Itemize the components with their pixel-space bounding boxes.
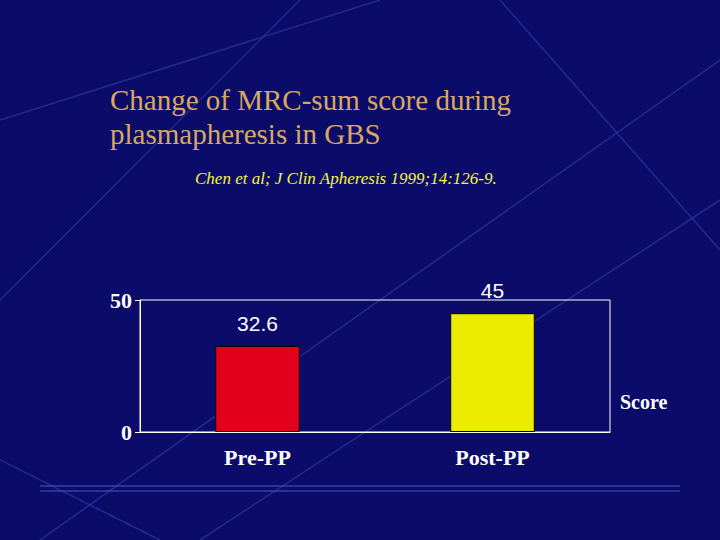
svg-text:Chen et al; J Clin Apheresis 1: Chen et al; J Clin Apheresis 1999;14:126… <box>195 169 497 188</box>
svg-text:Pre-PP: Pre-PP <box>224 445 291 470</box>
svg-text:50: 50 <box>110 288 132 313</box>
svg-text:32.6: 32.6 <box>237 312 278 335</box>
svg-text:plasmapheresis in GBS: plasmapheresis in GBS <box>110 118 381 150</box>
svg-text:Change of MRC-sum score during: Change of MRC-sum score during <box>110 84 518 116</box>
svg-text:Score: Score <box>620 391 668 413</box>
svg-text:45: 45 <box>481 279 504 302</box>
svg-text:Post-PP: Post-PP <box>455 445 530 470</box>
svg-text:0: 0 <box>121 420 132 445</box>
